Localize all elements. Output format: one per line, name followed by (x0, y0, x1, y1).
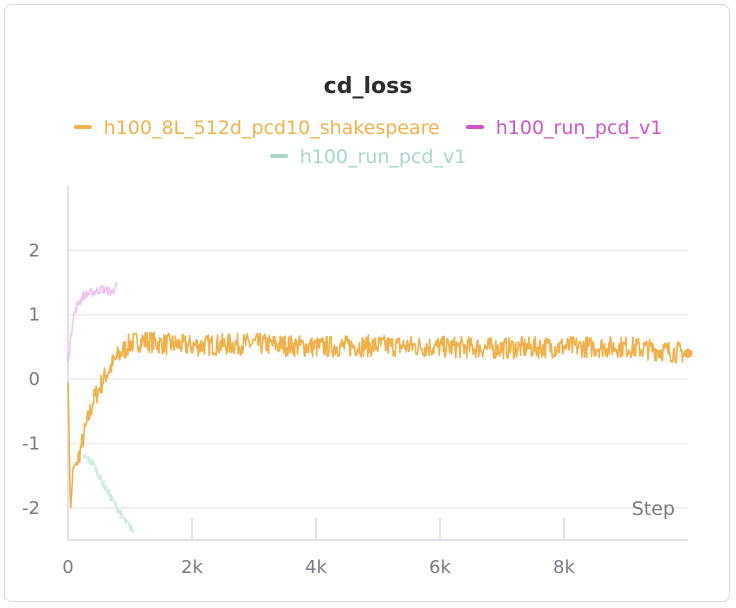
axes (67, 186, 688, 541)
legend-row-1: h100_8L_512d_pcd10_shakespeare h100_run_… (0, 117, 736, 139)
tick-labels: 2 1 0 -1 -2 0 2k 4k 6k 8k (22, 240, 575, 578)
series-line-1[interactable] (67, 281, 118, 362)
x-tick-label: 6k (429, 557, 451, 578)
legend-item-1[interactable]: h100_run_pcd_v1 (465, 117, 663, 139)
legend-swatch-0 (73, 124, 92, 129)
legend-swatch-1 (465, 124, 484, 129)
x-tick-label: 8k (553, 557, 575, 578)
x-axis-label: Step (632, 498, 675, 520)
legend-item-2[interactable]: h100_run_pcd_v1 (269, 146, 467, 168)
chart-title: cd_loss (323, 74, 413, 99)
legend-item-0[interactable]: h100_8L_512d_pcd10_shakespeare (73, 117, 440, 139)
x-tick-label: 4k (305, 557, 327, 578)
y-tick-label: -1 (22, 433, 40, 454)
legend-swatch-2 (269, 153, 288, 158)
series-end-marker (683, 348, 693, 358)
legend-label-1: h100_run_pcd_v1 (495, 117, 663, 139)
x-tick-label: 0 (62, 557, 73, 578)
y-tick-label: 2 (29, 240, 40, 261)
legend-row-2: h100_run_pcd_v1 (0, 146, 736, 168)
legend-label-0: h100_8L_512d_pcd10_shakespeare (103, 117, 440, 139)
series-lines (67, 281, 693, 534)
grid (68, 249, 688, 509)
y-tick-label: 1 (29, 305, 40, 326)
y-tick-label: 0 (29, 369, 40, 390)
chart-panel (4, 4, 730, 602)
series-line-2[interactable] (82, 454, 134, 534)
y-tick-label: -2 (22, 498, 40, 519)
x-tick-label: 2k (181, 557, 203, 578)
series-line-0[interactable] (67, 331, 689, 509)
legend-label-2: h100_run_pcd_v1 (299, 146, 467, 168)
